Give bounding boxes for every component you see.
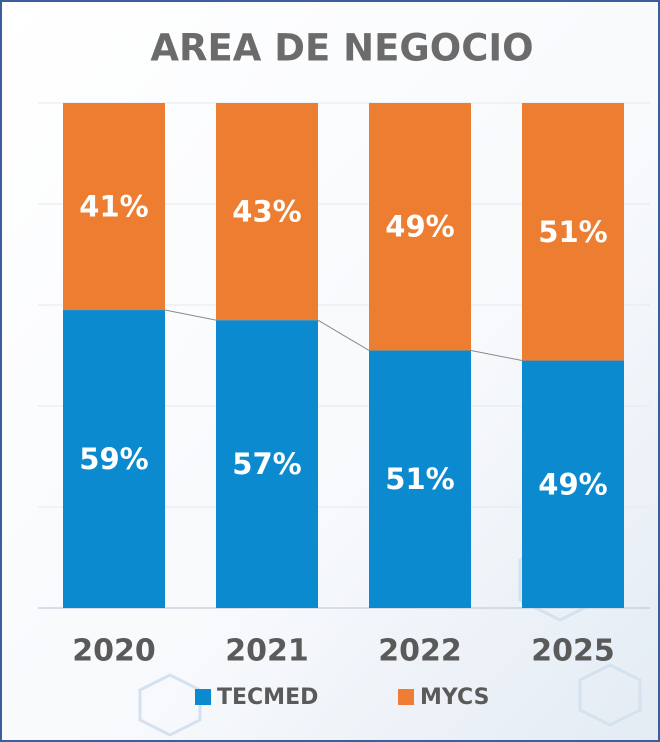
- legend-swatch: [398, 689, 414, 705]
- value-label: 51%: [538, 215, 607, 249]
- legend-swatch: [195, 689, 211, 705]
- bar-segment: [369, 350, 471, 608]
- x-tick-label: 2022: [378, 634, 462, 669]
- connector: [164, 309, 217, 321]
- x-tick-label: 2020: [72, 634, 156, 669]
- value-label: 43%: [232, 195, 301, 229]
- value-label: 49%: [538, 467, 607, 501]
- x-tick-label: 2025: [531, 634, 615, 669]
- x-tick-label: 2021: [225, 634, 309, 669]
- chart-title: AREA DE NEGOCIO: [150, 27, 533, 70]
- legend-label: MYCS: [420, 685, 489, 710]
- bar-segment: [369, 103, 471, 351]
- value-label: 41%: [79, 190, 148, 224]
- legend-label: TECMED: [217, 685, 318, 710]
- connector: [470, 349, 523, 362]
- bar-segment: [216, 320, 318, 608]
- connector: [317, 319, 370, 351]
- bar-segment: [63, 103, 165, 311]
- value-label: 59%: [79, 442, 148, 476]
- value-label: 51%: [385, 462, 454, 496]
- bar-segment: [216, 103, 318, 321]
- value-label: 57%: [232, 447, 301, 481]
- bar-segment: [522, 103, 624, 361]
- bar-segment: [63, 310, 165, 608]
- bar-segment: [522, 360, 624, 608]
- value-label: 49%: [385, 210, 454, 244]
